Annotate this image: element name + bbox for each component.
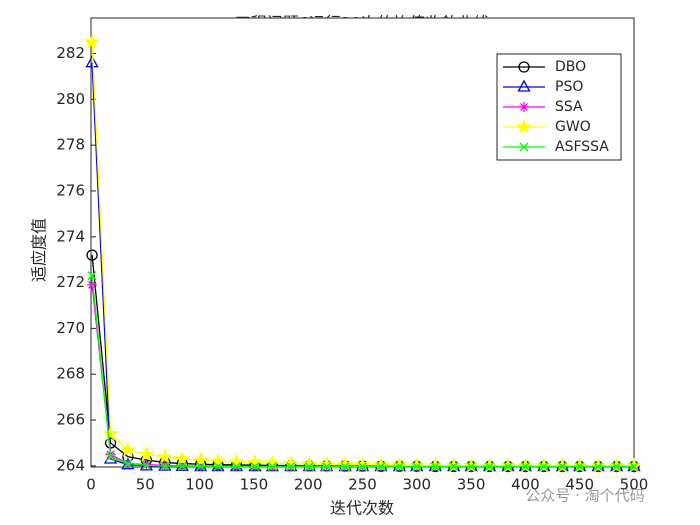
y-tick-label: 268: [56, 365, 85, 383]
marker: [391, 456, 408, 473]
marker: [123, 459, 133, 469]
x-tick-label: 300: [402, 476, 431, 494]
marker: [119, 441, 137, 457]
marker: [286, 462, 296, 472]
marker: [485, 462, 495, 472]
marker: [141, 460, 151, 470]
y-tick-label: 278: [56, 136, 85, 154]
marker: [83, 33, 101, 49]
legend-label: DBO: [555, 59, 586, 75]
marker: [412, 462, 422, 472]
marker: [340, 462, 350, 472]
legend-label: ASFSSA: [555, 139, 609, 155]
marker: [499, 457, 517, 473]
x-tick-label: 400: [511, 476, 540, 494]
x-tick-label: 450: [565, 476, 594, 494]
marker: [518, 61, 530, 73]
x-axis-label: 迭代次数: [330, 499, 394, 518]
x-tick-label: 500: [620, 476, 649, 494]
marker: [593, 462, 603, 472]
marker: [571, 457, 588, 473]
marker: [85, 55, 99, 68]
marker: [106, 452, 116, 462]
marker: [177, 461, 187, 471]
marker: [138, 445, 155, 462]
marker: [515, 118, 533, 134]
marker: [196, 462, 206, 472]
marker: [156, 448, 173, 465]
y-tick-label: 272: [56, 273, 85, 291]
x-tick-label: 200: [294, 476, 323, 494]
y-axis-label: 适应度值: [30, 218, 49, 282]
x-tick-label: 350: [457, 476, 486, 494]
marker: [408, 456, 425, 473]
marker: [394, 462, 404, 472]
marker: [250, 462, 260, 472]
marker: [520, 462, 530, 472]
marker: [519, 142, 529, 152]
x-tick-label: 150: [240, 476, 269, 494]
marker: [304, 462, 314, 472]
marker: [612, 462, 622, 472]
legend-label: GWO: [555, 119, 591, 135]
marker: [231, 462, 242, 472]
marker: [246, 453, 264, 470]
marker: [539, 462, 549, 472]
marker: [575, 462, 585, 472]
marker: [445, 457, 462, 473]
x-tick-label: 100: [185, 476, 214, 494]
marker: [590, 457, 607, 473]
y-tick-label: 266: [56, 411, 85, 429]
marker: [376, 462, 386, 472]
marker: [86, 249, 98, 261]
marker: [517, 457, 534, 473]
y-tick-label: 282: [56, 44, 85, 62]
marker: [503, 462, 513, 472]
marker: [481, 457, 498, 473]
marker: [519, 102, 529, 112]
marker: [209, 452, 227, 469]
marker: [192, 451, 209, 468]
marker: [554, 457, 571, 473]
x-tick-label: 250: [348, 476, 377, 494]
marker: [213, 462, 223, 472]
marker: [535, 457, 552, 473]
marker: [102, 425, 119, 441]
marker: [267, 462, 277, 472]
marker: [228, 453, 245, 469]
x-tick-label: 0: [86, 476, 96, 494]
marker: [629, 462, 639, 472]
y-tick-label: 264: [56, 456, 85, 474]
marker: [462, 457, 480, 473]
marker: [557, 462, 567, 472]
marker: [430, 462, 440, 472]
marker: [160, 461, 170, 471]
y-tick-label: 280: [56, 90, 85, 108]
marker: [517, 79, 531, 92]
marker: [625, 457, 643, 473]
marker: [322, 462, 332, 472]
x-tick-label: 50: [136, 476, 155, 494]
watermark: 公众号 · 淘个代码: [525, 487, 644, 505]
marker: [608, 457, 625, 473]
marker: [372, 456, 390, 472]
marker: [449, 462, 459, 472]
y-tick-label: 276: [56, 181, 85, 199]
marker: [87, 279, 98, 290]
marker: [357, 462, 368, 472]
y-tick-label: 274: [56, 227, 85, 245]
y-tick-label: 270: [56, 319, 85, 337]
legend-label: SSA: [555, 99, 583, 115]
marker: [427, 457, 444, 473]
legend-label: PSO: [555, 79, 583, 95]
marker: [174, 450, 191, 466]
marker: [466, 462, 476, 472]
marker: [87, 271, 97, 281]
